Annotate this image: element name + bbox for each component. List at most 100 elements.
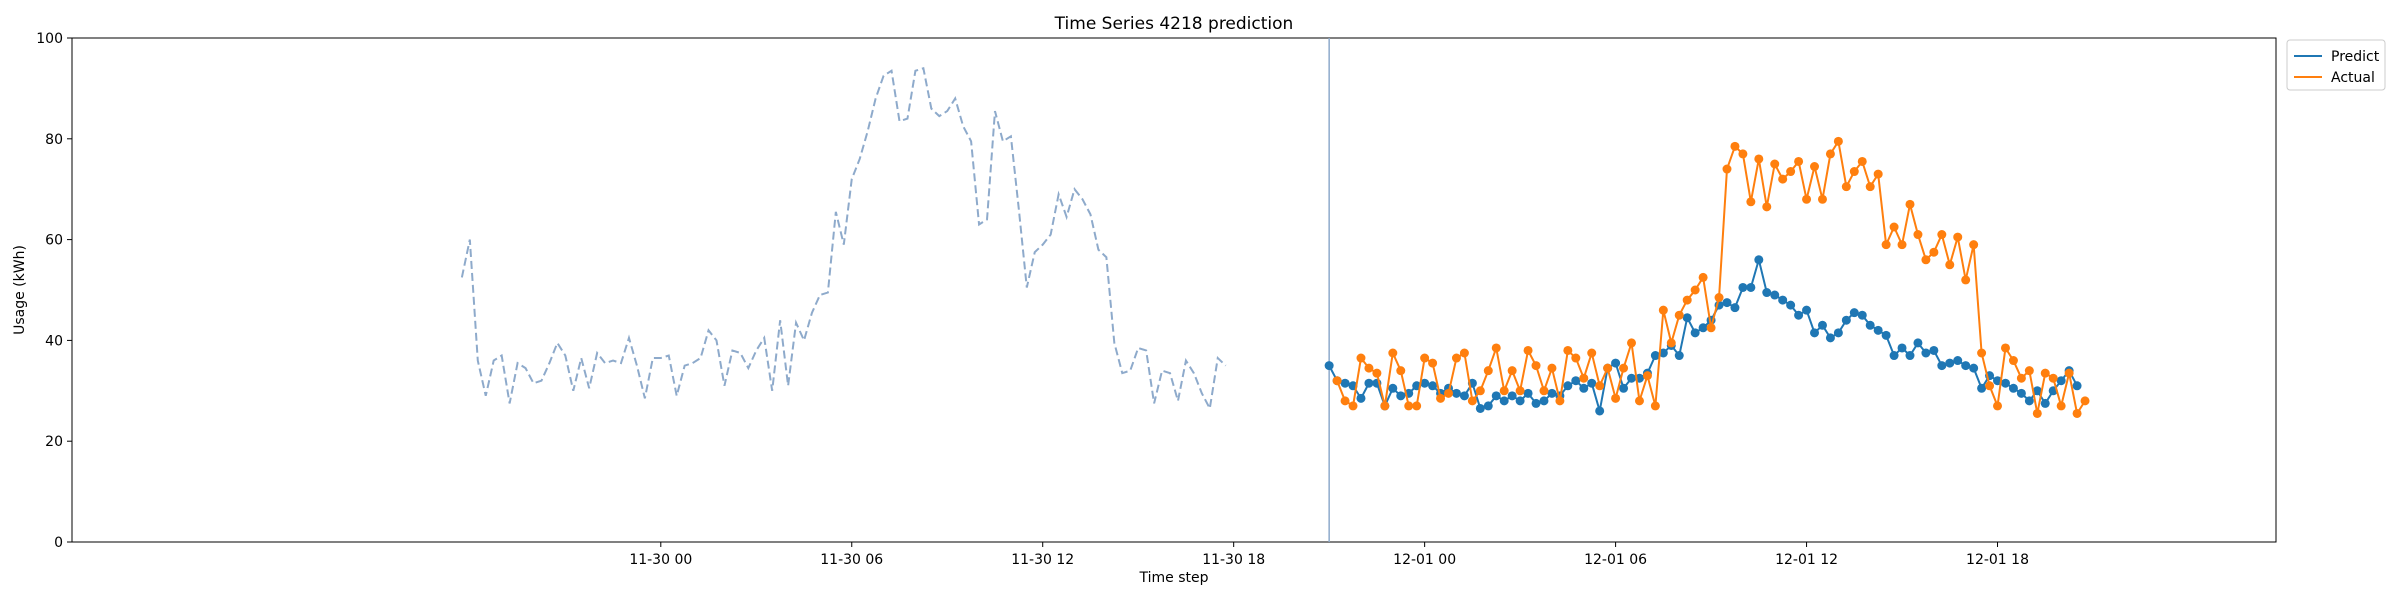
- predict-point: [1428, 381, 1438, 391]
- actual-point: [2032, 408, 2042, 418]
- predict-point: [1921, 348, 1931, 358]
- predict-point: [1658, 348, 1668, 358]
- predict-point: [1483, 401, 1493, 411]
- actual-point: [1603, 363, 1613, 373]
- actual-point: [1523, 345, 1533, 355]
- predict-point: [1881, 330, 1891, 340]
- predict-point: [1587, 378, 1597, 388]
- actual-point: [1627, 338, 1637, 348]
- actual-point: [1428, 358, 1438, 368]
- actual-point: [2016, 373, 2026, 383]
- actual-point: [1825, 149, 1835, 159]
- predict-point: [1849, 308, 1859, 318]
- actual-point: [1372, 368, 1382, 378]
- actual-point: [1666, 338, 1676, 348]
- predict-point: [1396, 391, 1406, 401]
- predict-point: [1475, 403, 1485, 413]
- predict-point: [1595, 406, 1605, 416]
- legend-label-predict: Predict: [2331, 49, 2380, 65]
- predict-point: [1833, 328, 1843, 338]
- actual-point: [1467, 396, 1477, 406]
- predict-point: [1451, 388, 1461, 398]
- predict-point: [1865, 320, 1875, 330]
- predict-point: [1945, 358, 1955, 368]
- actual-point: [1380, 401, 1390, 411]
- predict-point: [1778, 295, 1788, 305]
- actual-point: [1587, 348, 1597, 358]
- predict-point: [1754, 255, 1764, 265]
- predict-point: [1794, 310, 1804, 320]
- y-tick-label: 60: [45, 233, 63, 249]
- actual-point: [1364, 363, 1374, 373]
- predict-point: [1929, 345, 1939, 355]
- actual-point: [1420, 353, 1430, 363]
- actual-point: [1802, 194, 1812, 204]
- actual-point: [1451, 353, 1461, 363]
- predict-point: [1746, 282, 1756, 292]
- actual-point: [1642, 371, 1652, 381]
- actual-point: [1929, 247, 1939, 257]
- actual-point: [1778, 174, 1788, 184]
- actual-point: [1356, 353, 1366, 363]
- predict-point: [1459, 391, 1469, 401]
- actual-point: [1674, 310, 1684, 320]
- actual-point: [1945, 260, 1955, 270]
- predict-point: [1324, 361, 1334, 371]
- actual-point: [1459, 348, 1469, 358]
- actual-point: [1619, 363, 1629, 373]
- predict-point: [1738, 282, 1748, 292]
- predict-point: [1913, 338, 1923, 348]
- predict-point: [1611, 358, 1621, 368]
- actual-point: [1786, 167, 1796, 177]
- predict-point: [1682, 313, 1692, 323]
- predict-point: [1627, 373, 1637, 383]
- predict-point: [1619, 383, 1629, 393]
- actual-point: [1905, 199, 1915, 209]
- actual-point: [1849, 167, 1859, 177]
- actual-point: [1404, 401, 1414, 411]
- actual-point: [1714, 293, 1724, 303]
- x-tick-label: 12-01 00: [1393, 552, 1456, 568]
- actual-point: [1698, 272, 1708, 282]
- actual-point: [1833, 136, 1843, 146]
- predict-point: [1762, 288, 1772, 298]
- predict-point: [1364, 378, 1374, 388]
- predict-point: [1531, 398, 1541, 408]
- predict-point: [1420, 378, 1430, 388]
- actual-point: [1658, 305, 1668, 315]
- predict-point: [1841, 315, 1851, 325]
- predict-point: [1563, 381, 1573, 391]
- y-tick-label: 40: [45, 333, 63, 349]
- x-tick-label: 12-01 18: [1966, 552, 2029, 568]
- actual-point: [1897, 240, 1907, 250]
- actual-point: [1921, 255, 1931, 265]
- actual-point: [2064, 368, 2074, 378]
- predict-point: [1547, 388, 1557, 398]
- predict-point: [2008, 383, 2018, 393]
- predict-point: [1722, 298, 1732, 308]
- predict-point: [1730, 303, 1740, 313]
- predict-point: [1388, 383, 1398, 393]
- predict-point: [1897, 343, 1907, 353]
- actual-point: [1539, 386, 1549, 396]
- actual-point: [1762, 202, 1772, 212]
- chart-title: Time Series 4218 prediction: [1054, 14, 1294, 34]
- predict-point: [1905, 351, 1915, 361]
- predict-point: [1515, 396, 1525, 406]
- x-tick-label: 11-30 06: [820, 552, 883, 568]
- actual-point: [1444, 388, 1454, 398]
- actual-point: [1555, 396, 1565, 406]
- actual-point: [1332, 376, 1342, 386]
- predict-point: [1650, 351, 1660, 361]
- predict-point: [2040, 398, 2050, 408]
- predict-point: [1977, 383, 1987, 393]
- actual-point: [2008, 356, 2018, 366]
- actual-point: [1873, 169, 1883, 179]
- y-tick-label: 0: [54, 535, 63, 551]
- predict-point: [1674, 351, 1684, 361]
- actual-point: [1746, 197, 1756, 207]
- actual-point: [1881, 240, 1891, 250]
